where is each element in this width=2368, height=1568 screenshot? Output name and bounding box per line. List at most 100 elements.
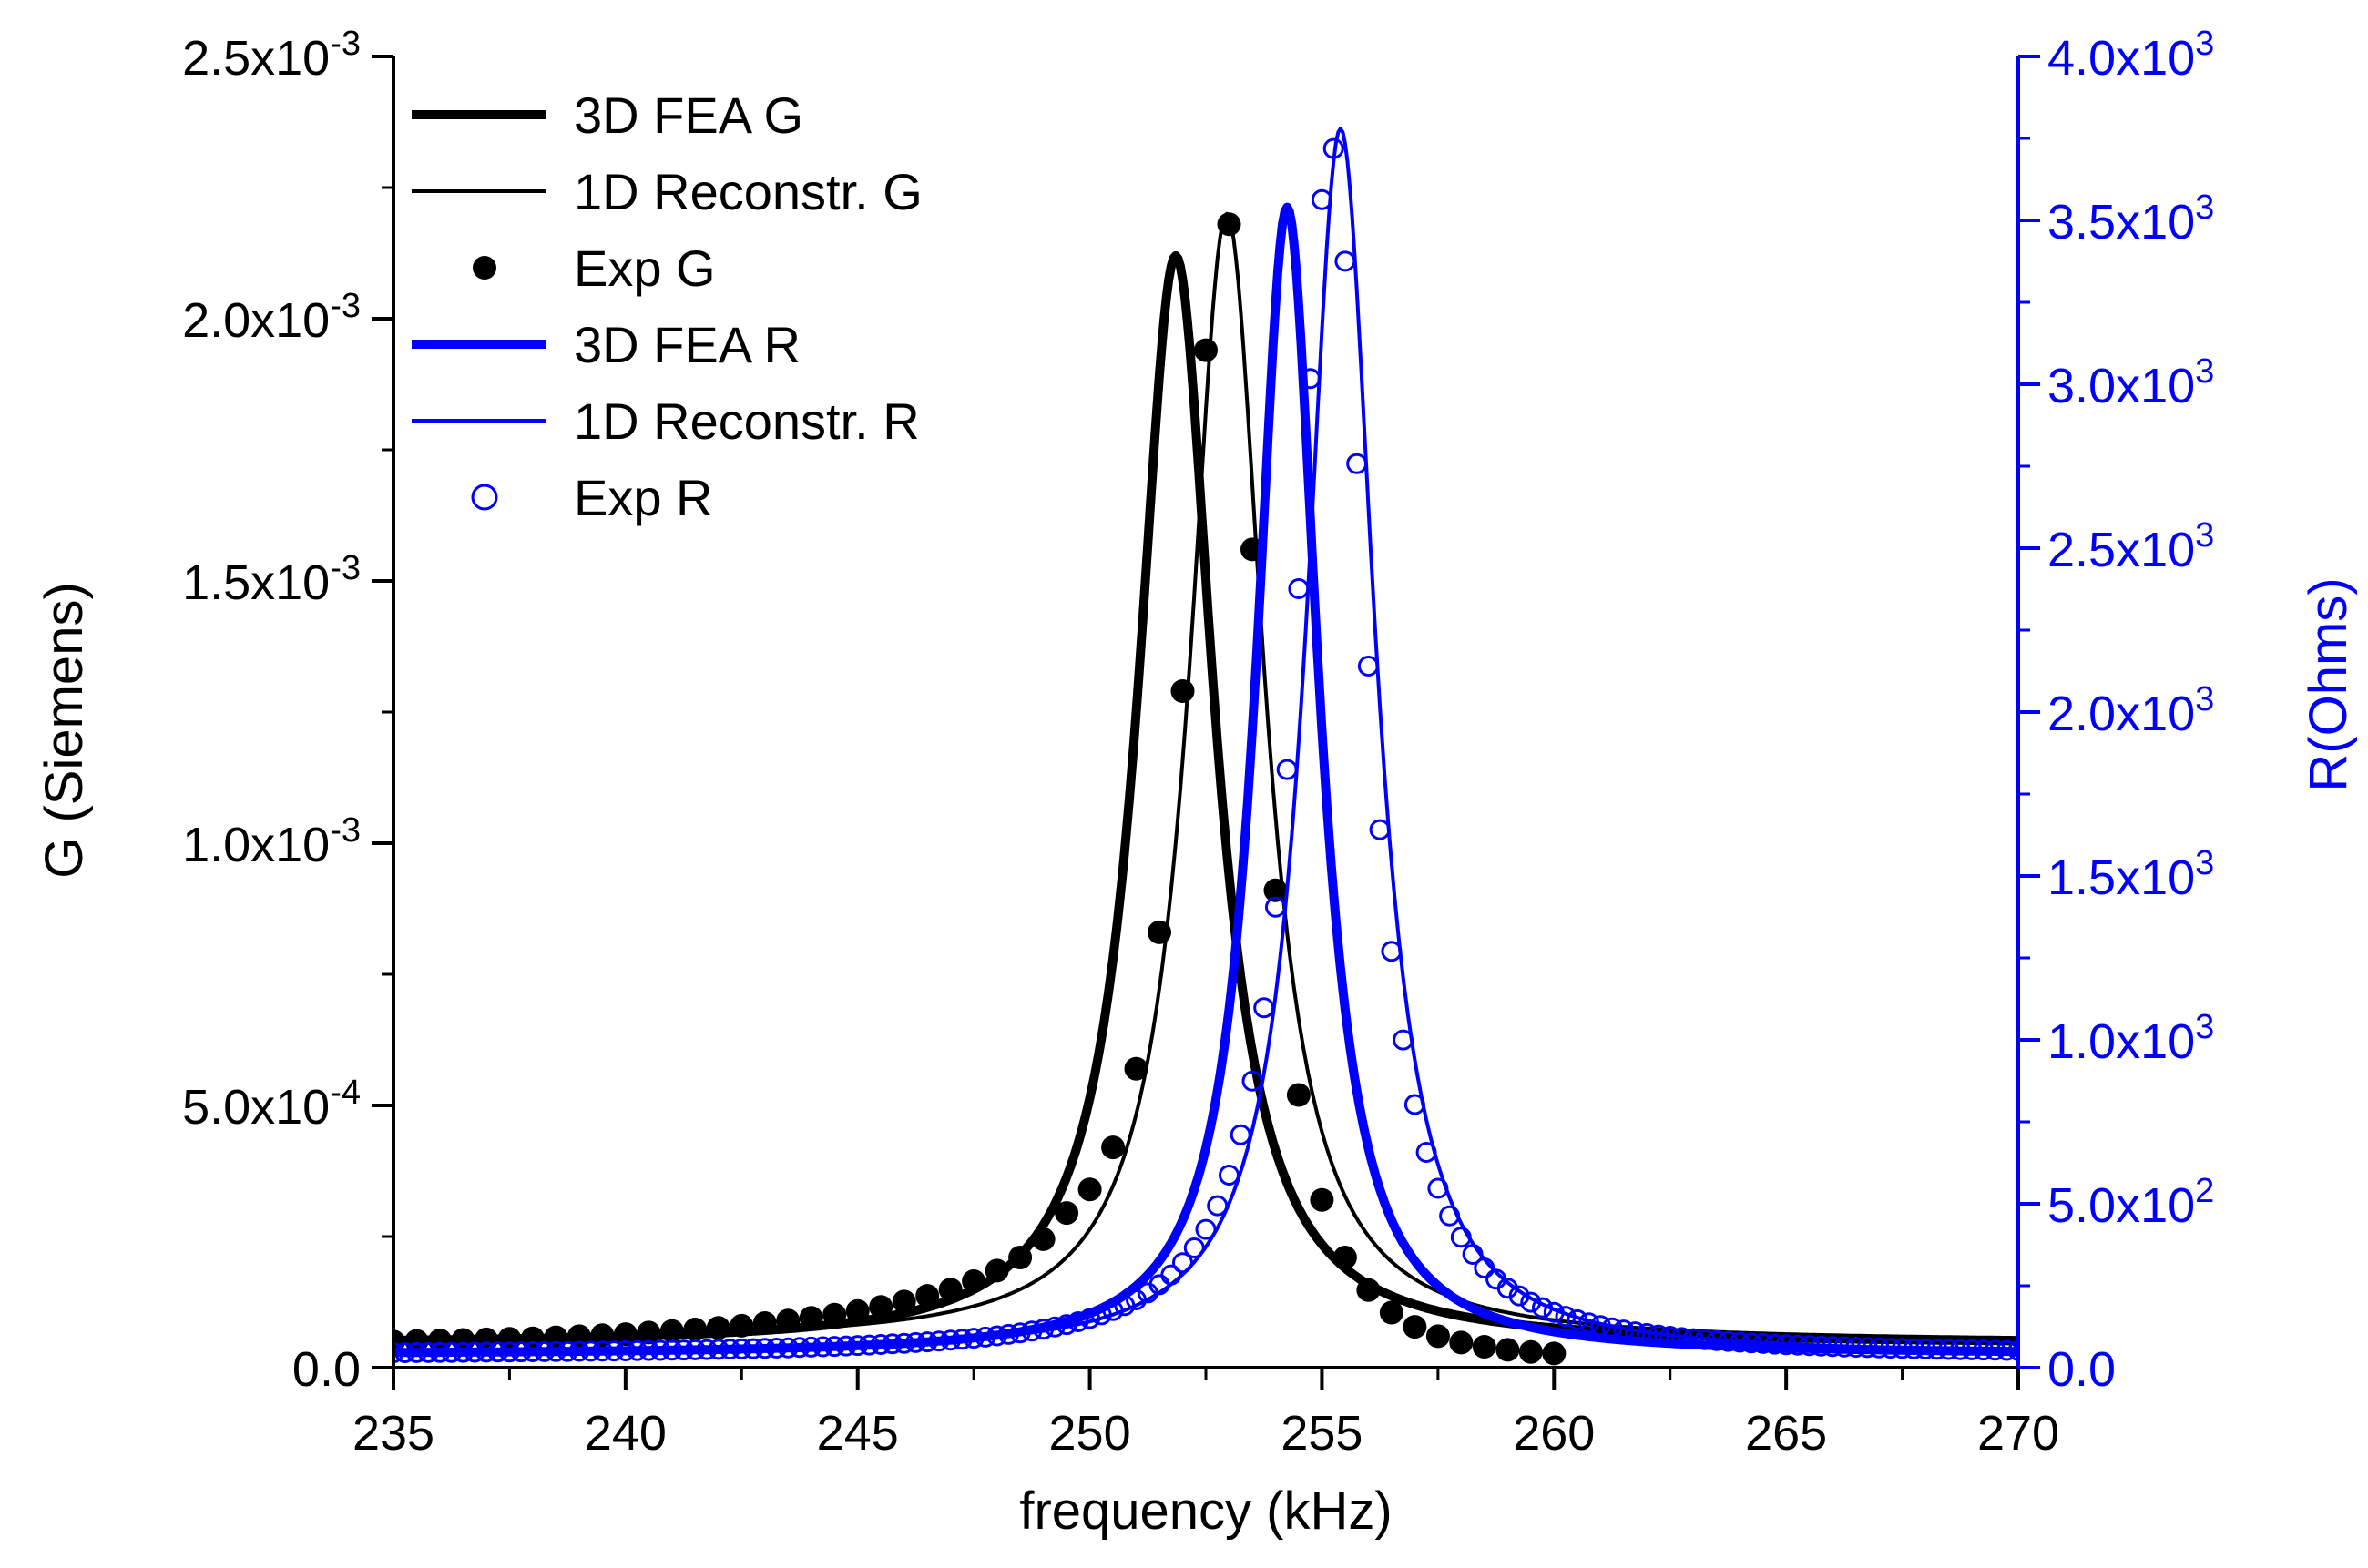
data-point-exp-r <box>1659 1326 1681 1347</box>
data-point-exp-r <box>1810 1335 1832 1357</box>
data-point-exp-r <box>1415 1142 1437 1163</box>
data-point-exp-g <box>613 1322 638 1347</box>
data-point-exp-r <box>1868 1337 1890 1359</box>
data-point-exp-g <box>799 1306 823 1330</box>
data-point-exp-r <box>615 1340 637 1361</box>
data-point-exp-r <box>487 1341 509 1363</box>
data-point-exp-r <box>1369 819 1391 840</box>
data-point-exp-r <box>1219 1165 1240 1186</box>
y-right-tick-label: 0.0 <box>2047 1342 2116 1397</box>
data-point-exp-r <box>1636 1322 1658 1344</box>
data-point-exp-r <box>1300 368 1322 390</box>
data-point-exp-r <box>1845 1337 1867 1359</box>
legend-label: 1D Reconstr. R <box>574 392 920 450</box>
y-left-tick-label: 1.0x10-3 <box>182 811 361 872</box>
data-point-exp-r <box>789 1337 811 1359</box>
data-point-exp-r <box>1740 1332 1762 1354</box>
x-tick-label: 270 <box>1977 1406 2059 1461</box>
data-point-exp-g <box>752 1311 777 1335</box>
plot-area <box>393 127 2018 1366</box>
data-point-exp-r <box>522 1341 544 1362</box>
data-point-exp-r <box>870 1334 892 1355</box>
data-point-exp-r <box>1973 1339 1995 1361</box>
legend: 3D FEA G 1D Reconstr. G Exp G 3D FEA R 1D Re… <box>412 87 923 526</box>
data-point-exp-r <box>1578 1312 1599 1334</box>
data-point-exp-r <box>1195 1218 1217 1240</box>
data-point-exp-r <box>882 1333 903 1355</box>
data-point-exp-r <box>510 1341 532 1363</box>
data-point-exp-r <box>1752 1332 1774 1354</box>
y-right-tick-label: 1.5x103 <box>2047 844 2214 905</box>
data-point-exp-r <box>417 1341 439 1363</box>
data-point-exp-r <box>1822 1336 1843 1358</box>
data-point-exp-r <box>1787 1334 1809 1356</box>
data-point-exp-r <box>1520 1291 1542 1313</box>
data-point-exp-r <box>429 1341 451 1363</box>
legend-label: Exp G <box>574 239 716 297</box>
data-point-exp-r <box>498 1341 520 1363</box>
data-point-exp-r <box>1601 1317 1623 1339</box>
data-point-exp-r <box>1694 1329 1716 1350</box>
y-left-tick-label: 5.0x10-4 <box>182 1074 361 1135</box>
data-point-exp-g <box>1148 920 1171 944</box>
data-point-exp-g <box>1356 1278 1381 1302</box>
legend-label: 3D FEA G <box>574 87 803 144</box>
data-point-exp-r <box>742 1338 764 1359</box>
y-left-tick-label: 1.5x10-3 <box>182 549 361 610</box>
data-point-exp-r <box>1114 1295 1136 1317</box>
data-point-exp-r <box>464 1341 485 1363</box>
data-point-exp-g <box>730 1313 754 1338</box>
data-point-exp-r <box>441 1341 463 1363</box>
legend-label: Exp R <box>574 469 713 526</box>
data-point-exp-r <box>1172 1252 1193 1274</box>
data-point-exp-g <box>1425 1324 1450 1349</box>
data-point-exp-r <box>1253 997 1275 1019</box>
data-point-exp-r <box>1393 1029 1414 1051</box>
data-point-exp-r <box>1357 656 1379 677</box>
data-point-exp-r <box>1914 1339 1936 1359</box>
data-point-exp-r <box>1938 1339 1959 1360</box>
data-point-exp-r <box>904 1331 926 1353</box>
data-point-exp-r <box>1056 1314 1077 1336</box>
data-point-exp-g <box>1008 1246 1033 1269</box>
legend-swatch <box>471 484 498 511</box>
data-point-exp-r <box>1567 1308 1588 1330</box>
data-point-exp-r <box>1102 1299 1124 1321</box>
y-axis-right-title: R(Ohms) <box>2299 577 2358 791</box>
data-point-exp-g <box>1194 338 1218 362</box>
data-point-exp-g <box>1449 1330 1474 1355</box>
data-point-exp-g <box>1542 1341 1567 1366</box>
y-right-tick-label: 4.0x103 <box>2047 25 2214 86</box>
y-left-tick-label: 0.0 <box>292 1342 361 1397</box>
data-point-exp-g <box>1101 1135 1126 1160</box>
legend-label: 3D FEA R <box>574 316 801 373</box>
data-point-exp-r <box>1613 1319 1635 1341</box>
data-point-exp-r <box>1346 453 1368 474</box>
data-point-exp-r <box>1462 1244 1484 1265</box>
data-point-exp-r <box>394 1342 416 1363</box>
data-point-exp-g <box>1472 1335 1496 1359</box>
data-point-exp-r <box>986 1325 1008 1347</box>
data-point-exp-r <box>1322 137 1344 159</box>
data-point-exp-r <box>1311 188 1332 210</box>
y-left-tick-label: 2.5x10-3 <box>182 25 361 86</box>
data-point-exp-r <box>603 1340 625 1362</box>
x-tick-label: 245 <box>817 1406 899 1461</box>
data-point-exp-r <box>1090 1304 1112 1326</box>
legend-label: 1D Reconstr. G <box>574 163 923 220</box>
data-point-exp-r <box>1450 1227 1472 1248</box>
data-point-exp-r <box>1276 759 1298 780</box>
data-point-exp-r <box>859 1334 880 1356</box>
data-point-exp-g <box>1217 212 1241 237</box>
data-point-exp-r <box>963 1328 985 1349</box>
data-point-exp-r <box>1021 1320 1043 1342</box>
data-point-exp-g <box>1031 1227 1056 1251</box>
x-tick-label: 235 <box>352 1406 434 1461</box>
data-point-exp-r <box>1589 1315 1611 1337</box>
data-point-exp-r <box>847 1335 869 1357</box>
data-point-exp-r <box>1183 1237 1205 1258</box>
data-point-exp-r <box>801 1336 822 1358</box>
data-point-exp-r <box>754 1338 776 1359</box>
data-point-exp-r <box>1926 1339 1948 1360</box>
